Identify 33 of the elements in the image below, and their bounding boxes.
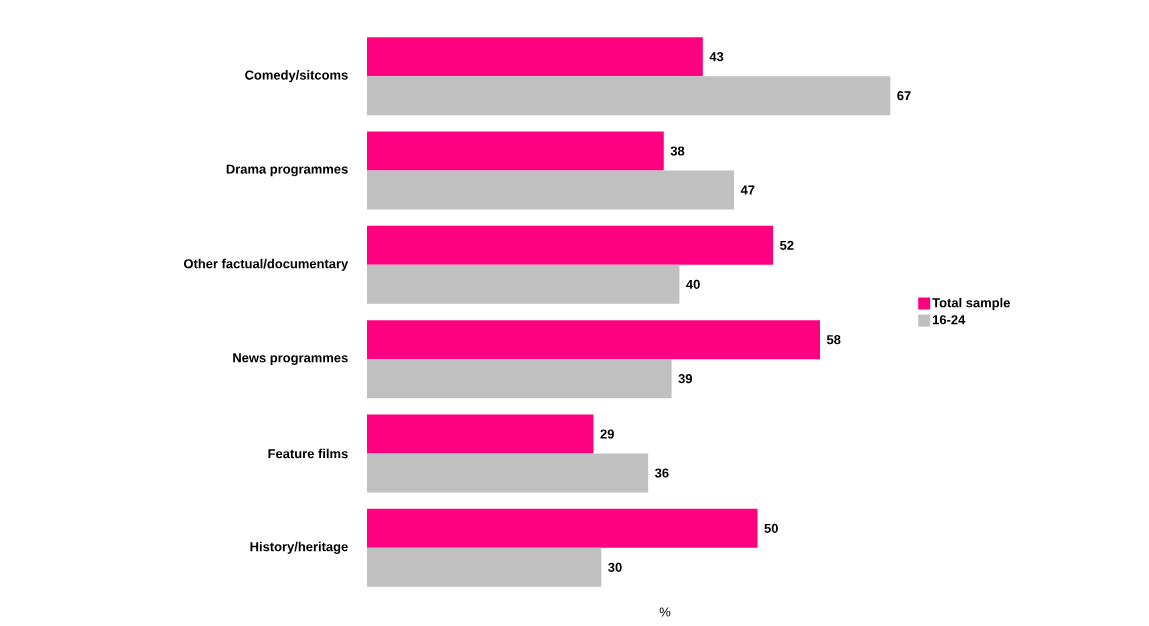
bar (367, 76, 891, 116)
bar (367, 170, 735, 210)
bar (367, 37, 703, 77)
data-label: 67 (897, 91, 911, 101)
y-tick-label: Drama programmes (226, 164, 348, 177)
bar (367, 131, 664, 171)
data-label: 39 (678, 374, 693, 384)
data-label: 38 (670, 146, 685, 156)
legend-label: Total sample (932, 297, 1010, 310)
bar (367, 264, 680, 304)
bar (367, 414, 594, 454)
data-label: 30 (608, 562, 622, 572)
y-tick-label: Comedy/sitcoms (245, 70, 348, 83)
legend-label: 16-24 (933, 315, 966, 325)
data-label: 52 (780, 240, 794, 250)
bar (367, 453, 649, 493)
bar (367, 359, 672, 399)
data-label: 58 (826, 335, 841, 345)
y-tick-label: Other factual/documentary (183, 258, 349, 271)
data-label: 36 (654, 468, 669, 478)
x-axis-title: % (659, 607, 671, 617)
data-label: 43 (709, 52, 724, 62)
data-label: 50 (764, 523, 778, 533)
data-label: 29 (600, 429, 614, 439)
bar (367, 508, 758, 548)
y-tick-label: News programmes (233, 353, 348, 365)
bar (367, 225, 774, 265)
y-tick-label: Feature films (268, 448, 348, 459)
bar (367, 547, 602, 587)
data-label: 40 (686, 279, 700, 289)
data-label: 47 (740, 185, 755, 195)
bar (367, 320, 820, 360)
y-tick-label: History/heritage (250, 541, 348, 554)
